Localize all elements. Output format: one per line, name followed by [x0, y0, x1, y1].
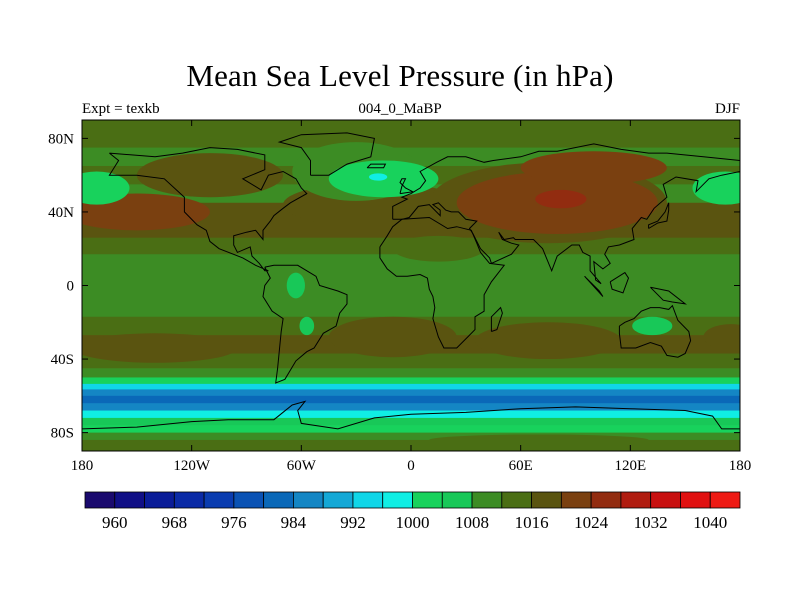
lon-tick-label: 120E	[614, 458, 646, 474]
coastline	[82, 400, 740, 430]
coastline	[584, 275, 604, 297]
colorbar-label: 1000	[396, 513, 430, 532]
colorbar-swatch	[620, 491, 652, 509]
colorbar-swatch	[412, 491, 443, 509]
colorbar-label: 1024	[574, 513, 609, 532]
coastlines	[82, 132, 740, 430]
colorbar-swatch	[560, 491, 592, 509]
coastline	[399, 178, 415, 195]
field-brazil-low	[299, 316, 315, 336]
field-siberia-high	[520, 151, 667, 185]
field-north-pacific-high	[82, 193, 210, 231]
coastline	[609, 271, 630, 294]
coastline	[108, 147, 308, 272]
field-band	[82, 439, 740, 448]
lon-tick-label: 180	[729, 458, 752, 474]
colorbar-swatch	[84, 491, 116, 509]
colorbar-swatch	[501, 491, 532, 509]
field-indian-ocean-high	[474, 322, 622, 360]
field-band	[82, 417, 740, 426]
colorbar-swatch	[680, 491, 711, 509]
lon-tick-label: 60W	[287, 458, 317, 474]
lon-tick-label: 60E	[509, 458, 533, 474]
map-axes: 80N 40N 0 40S 80S 180 120W 60W 0 60E 120E 180	[48, 120, 751, 474]
lat-tick-label: 40S	[51, 352, 74, 368]
colorbar-swatch	[382, 491, 413, 509]
field-band	[82, 395, 740, 404]
field-south-atlantic-high	[328, 316, 457, 358]
colorbar-label: 1032	[634, 513, 668, 532]
colorbar-label: 960	[102, 513, 128, 532]
colorbar-swatch	[114, 491, 145, 509]
colorbar-label: 1008	[455, 513, 489, 532]
lat-tick-label: 40N	[48, 205, 74, 221]
colorbar-swatch	[322, 491, 354, 509]
field-sahara-high	[392, 235, 485, 262]
colorbar-swatch	[441, 491, 473, 509]
field-icelandic-low-core	[368, 173, 388, 181]
colorbar-swatch	[233, 491, 265, 509]
colorbar-label: 1040	[693, 513, 727, 532]
lon-tick-label: 0	[407, 458, 415, 474]
field-band	[82, 254, 740, 275]
field-asia-high-core	[535, 189, 587, 209]
field-band	[82, 389, 740, 397]
colorbar-swatch	[173, 491, 205, 509]
colorbar: 960 968 976 984 992 1000 1008 1016 1024 1032 1040	[84, 491, 741, 532]
map-title: Mean Sea Level Pressure (in hPa)	[186, 58, 614, 93]
coastline	[618, 304, 692, 358]
colorbar-swatch	[293, 491, 324, 509]
colorbar-swatch	[650, 491, 681, 509]
coastline	[277, 132, 375, 176]
lon-tick-label: 120W	[173, 458, 211, 474]
colorbar-swatch	[263, 491, 294, 509]
pressure-field	[82, 120, 740, 451]
field-south-pacific-high	[82, 333, 238, 363]
coastline	[366, 163, 387, 169]
lon-tick-label: 180	[71, 458, 94, 474]
coastline	[490, 306, 503, 332]
field-west-us-high	[136, 153, 284, 198]
field-band	[82, 274, 740, 298]
field-band	[82, 296, 740, 318]
colorbar-swatch	[144, 491, 175, 509]
field-aleutian-low-east	[82, 171, 130, 205]
colorbar-swatch	[709, 491, 741, 509]
field-amazon-low	[286, 272, 305, 299]
time-label: 004_0_MaBP	[358, 101, 442, 117]
field-east-pacific-high	[703, 324, 740, 350]
colorbar-label: 984	[281, 513, 307, 532]
coastline	[262, 264, 348, 384]
coastline	[379, 216, 506, 349]
lat-tick-label: 80N	[48, 131, 74, 147]
field-aleutian-low-west	[692, 171, 740, 205]
colorbar-swatch	[203, 491, 235, 509]
colorbar-label: 992	[340, 513, 366, 532]
field-band	[82, 432, 740, 441]
coastline	[392, 143, 740, 285]
colorbar-label: 968	[162, 513, 188, 532]
field-band	[82, 129, 740, 149]
lat-tick-label: 80S	[51, 426, 74, 442]
field-band	[82, 403, 740, 412]
field-band	[82, 368, 740, 378]
field-band	[82, 377, 740, 385]
experiment-label: Expt = texkb	[82, 101, 160, 117]
field-band	[82, 425, 740, 434]
colorbar-swatch	[352, 491, 384, 509]
coastline	[648, 202, 670, 229]
season-label: DJF	[714, 101, 740, 117]
colorbar-swatch	[531, 491, 562, 509]
coastline	[650, 286, 688, 305]
lat-tick-label: 0	[67, 279, 75, 295]
colorbar-swatch	[590, 491, 622, 509]
colorbar-swatch	[471, 491, 503, 509]
field-antarctic-high	[429, 434, 649, 446]
colorbar-label: 1016	[515, 513, 549, 532]
colorbar-label: 976	[221, 513, 247, 532]
field-band	[82, 383, 740, 390]
field-australia-low	[632, 316, 673, 336]
